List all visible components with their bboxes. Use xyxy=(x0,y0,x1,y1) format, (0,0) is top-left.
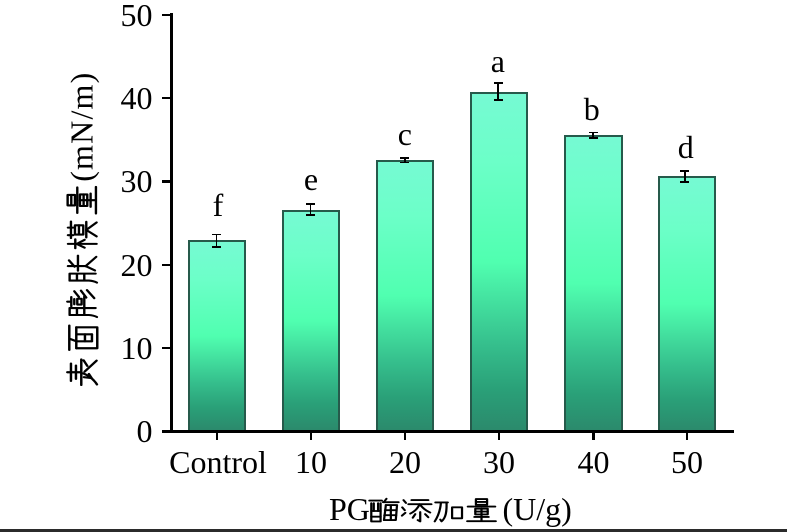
svg-text:(mN/m): (mN/m) xyxy=(66,72,100,192)
svg-text:PG: PG xyxy=(329,491,370,527)
svg-text:(U/g): (U/g) xyxy=(495,491,572,527)
